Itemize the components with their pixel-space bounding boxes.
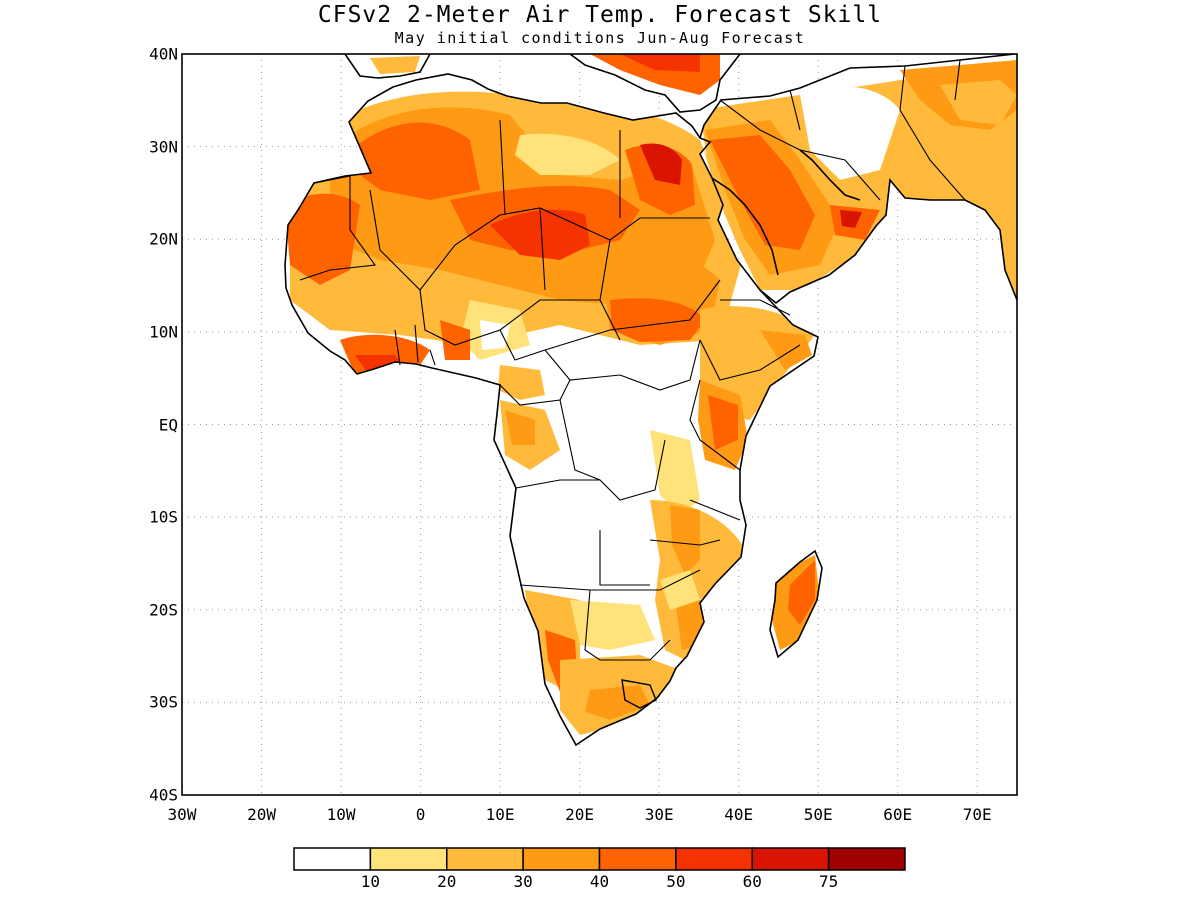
lon-tick-label: 0 [415, 805, 426, 824]
coastlines [284, 54, 1017, 746]
lat-tick-label: 20S [149, 600, 178, 620]
colorbar-bin [675, 847, 753, 871]
lon-tick-label: 30W [167, 805, 197, 824]
lon-tick-label: 40E [724, 805, 754, 824]
colorbar-label: 10 [360, 872, 381, 891]
colorbar-bin [369, 847, 448, 871]
colorbar-bin [446, 847, 524, 871]
map-subtitle: May initial conditions Jun-Aug Forecast [394, 29, 806, 47]
lat-tick-label: 40S [149, 785, 178, 805]
colorbar-label: 60 [742, 872, 762, 891]
lon-tick-label: 30E [644, 805, 674, 824]
lon-tick-label: 50E [803, 805, 833, 824]
lon-tick-label: 20E [565, 805, 595, 824]
lon-tick-label: 70E [962, 805, 992, 824]
colorbar-bin [598, 847, 677, 871]
map-frame [181, 53, 1018, 796]
colorbar-label: 50 [666, 872, 686, 891]
lon-tick-label: 10E [485, 805, 515, 824]
colorbar-bin [827, 847, 906, 871]
lat-tick-label: 10N [149, 322, 178, 342]
colorbar [293, 847, 906, 871]
lat-tick-label: EQ [158, 415, 178, 434]
lat-tick-label: 10S [149, 507, 178, 527]
colorbar-bin [751, 847, 830, 871]
colorbar-bin [522, 847, 601, 871]
lat-tick-label: 30N [149, 137, 178, 157]
colorbar-bin [293, 847, 372, 871]
lat-tick-label: 20N [149, 229, 178, 249]
map-title: CFSv2 2-Meter Air Temp. Forecast Skill [317, 2, 883, 28]
lon-tick-label: 10W [326, 805, 356, 824]
colorbar-label: 40 [589, 872, 610, 891]
country-borders [299, 59, 966, 661]
lon-tick-label: 20W [247, 805, 276, 824]
colorbar-label: 30 [513, 872, 533, 891]
colorbar-label: 75 [818, 872, 839, 891]
lat-tick-label: 40N [149, 44, 178, 64]
lat-tick-label: 30S [149, 692, 178, 712]
colorbar-label: 20 [437, 872, 457, 891]
lon-tick-label: 60E [883, 805, 913, 824]
skill-shading [285, 54, 1017, 745]
